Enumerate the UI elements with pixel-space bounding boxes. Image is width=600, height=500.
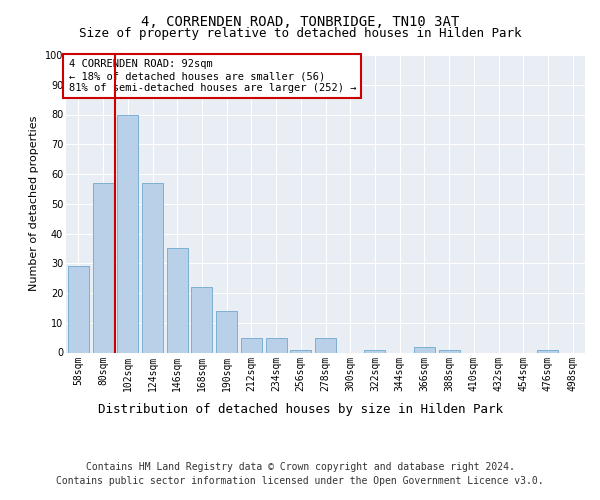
Text: Size of property relative to detached houses in Hilden Park: Size of property relative to detached ho… — [79, 28, 521, 40]
Bar — [439, 350, 460, 352]
Bar — [216, 311, 237, 352]
Bar — [92, 183, 113, 352]
Text: 4 CORRENDEN ROAD: 92sqm
← 18% of detached houses are smaller (56)
81% of semi-de: 4 CORRENDEN ROAD: 92sqm ← 18% of detache… — [68, 60, 356, 92]
Bar — [315, 338, 336, 352]
Bar — [191, 287, 212, 352]
Bar — [290, 350, 311, 352]
Bar — [266, 338, 287, 352]
Text: Contains public sector information licensed under the Open Government Licence v3: Contains public sector information licen… — [56, 476, 544, 486]
Bar — [167, 248, 188, 352]
Bar — [414, 346, 435, 352]
Y-axis label: Number of detached properties: Number of detached properties — [29, 116, 39, 292]
Bar — [364, 350, 385, 352]
Text: 4, CORRENDEN ROAD, TONBRIDGE, TN10 3AT: 4, CORRENDEN ROAD, TONBRIDGE, TN10 3AT — [141, 15, 459, 29]
Bar — [68, 266, 89, 352]
Text: Contains HM Land Registry data © Crown copyright and database right 2024.: Contains HM Land Registry data © Crown c… — [86, 462, 514, 472]
Bar — [241, 338, 262, 352]
Bar — [117, 114, 138, 352]
Bar — [142, 183, 163, 352]
Bar — [538, 350, 559, 352]
Text: Distribution of detached houses by size in Hilden Park: Distribution of detached houses by size … — [97, 402, 503, 415]
